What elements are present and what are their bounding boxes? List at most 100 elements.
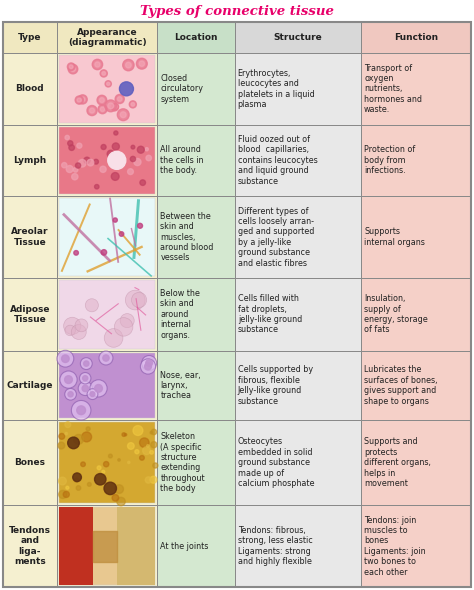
Circle shape bbox=[65, 135, 69, 140]
Text: Adipose
Tissue: Adipose Tissue bbox=[9, 304, 50, 324]
Circle shape bbox=[101, 250, 107, 255]
Circle shape bbox=[66, 166, 73, 172]
Bar bbox=[59, 198, 155, 276]
Bar bbox=[361, 278, 471, 350]
Text: Cells supported by
fibrous, flexible
Jelly-like ground
substance: Cells supported by fibrous, flexible Jel… bbox=[237, 365, 313, 405]
Circle shape bbox=[65, 432, 67, 435]
Circle shape bbox=[100, 70, 107, 77]
Circle shape bbox=[107, 150, 114, 158]
Circle shape bbox=[94, 185, 99, 189]
Bar bbox=[235, 278, 361, 350]
Circle shape bbox=[100, 107, 105, 112]
Circle shape bbox=[150, 451, 154, 454]
Bar bbox=[59, 127, 155, 194]
Bar bbox=[59, 353, 155, 418]
Circle shape bbox=[82, 385, 89, 392]
Bar bbox=[57, 22, 157, 53]
Circle shape bbox=[133, 425, 143, 435]
Circle shape bbox=[59, 434, 64, 440]
Bar bbox=[235, 420, 361, 505]
Bar bbox=[3, 196, 57, 278]
Circle shape bbox=[145, 363, 152, 370]
Text: Lymph: Lymph bbox=[13, 156, 46, 165]
Circle shape bbox=[104, 329, 123, 348]
Circle shape bbox=[102, 71, 106, 76]
Circle shape bbox=[145, 148, 148, 151]
Text: Erythrocytes,
leucocytes and
platelets in a liquid
plasma: Erythrocytes, leucocytes and platelets i… bbox=[237, 68, 314, 109]
Circle shape bbox=[137, 224, 143, 228]
Circle shape bbox=[131, 103, 135, 106]
Circle shape bbox=[114, 317, 133, 336]
Circle shape bbox=[58, 442, 65, 449]
Circle shape bbox=[120, 314, 134, 327]
Bar bbox=[3, 278, 57, 350]
Circle shape bbox=[81, 97, 85, 101]
Circle shape bbox=[150, 431, 153, 434]
Circle shape bbox=[111, 172, 119, 181]
Circle shape bbox=[146, 155, 152, 160]
Circle shape bbox=[111, 104, 118, 111]
Circle shape bbox=[153, 463, 158, 468]
Circle shape bbox=[69, 65, 73, 68]
Circle shape bbox=[75, 319, 88, 332]
Circle shape bbox=[87, 389, 98, 399]
Bar bbox=[3, 124, 57, 196]
Text: Cells filled with
fat droplets,
jelly-like ground
substance: Cells filled with fat droplets, jelly-li… bbox=[237, 294, 302, 335]
Circle shape bbox=[116, 156, 121, 162]
Circle shape bbox=[120, 160, 124, 165]
Circle shape bbox=[71, 67, 75, 71]
Text: Bones: Bones bbox=[14, 458, 46, 467]
Circle shape bbox=[68, 64, 78, 74]
Circle shape bbox=[112, 143, 119, 150]
Text: Closed
circulatory
system: Closed circulatory system bbox=[160, 74, 203, 104]
Circle shape bbox=[113, 218, 118, 222]
Circle shape bbox=[92, 59, 103, 70]
Circle shape bbox=[97, 466, 101, 470]
Circle shape bbox=[72, 401, 91, 420]
Circle shape bbox=[74, 478, 79, 483]
Text: Type: Type bbox=[18, 33, 42, 42]
Circle shape bbox=[118, 458, 120, 461]
Circle shape bbox=[146, 360, 153, 366]
Bar bbox=[361, 196, 471, 278]
Circle shape bbox=[150, 476, 157, 483]
Bar bbox=[57, 350, 157, 420]
Circle shape bbox=[84, 157, 90, 163]
Circle shape bbox=[130, 156, 136, 162]
Bar bbox=[59, 507, 92, 585]
Text: Function: Function bbox=[394, 33, 438, 42]
Bar bbox=[59, 55, 155, 123]
Circle shape bbox=[129, 101, 137, 108]
Text: Different types of
cells loosely arran-
ged and supported
by a jelly-like
ground: Different types of cells loosely arran- … bbox=[237, 206, 314, 267]
Circle shape bbox=[63, 491, 69, 497]
Circle shape bbox=[146, 445, 149, 447]
Circle shape bbox=[122, 433, 126, 437]
Circle shape bbox=[128, 169, 133, 175]
Bar bbox=[57, 53, 157, 124]
Circle shape bbox=[65, 325, 75, 336]
Circle shape bbox=[77, 143, 82, 148]
Text: Tendons
and
liga-
ments: Tendons and liga- ments bbox=[9, 526, 51, 566]
Circle shape bbox=[82, 376, 88, 381]
Text: Protection of
body from
infections.: Protection of body from infections. bbox=[364, 146, 415, 175]
Circle shape bbox=[73, 434, 83, 444]
Circle shape bbox=[86, 427, 90, 431]
Text: Fluid oozed out of
blood  capillaries,
contains leucocytes
and liquid ground
sub: Fluid oozed out of blood capillaries, co… bbox=[237, 135, 318, 186]
Circle shape bbox=[62, 355, 69, 362]
Circle shape bbox=[60, 371, 77, 388]
Text: Transport of
oxygen
nutrients,
hormones and
waste.: Transport of oxygen nutrients, hormones … bbox=[364, 64, 422, 114]
Circle shape bbox=[137, 58, 147, 69]
Circle shape bbox=[78, 381, 92, 395]
Text: Tendons: join
muscles to
bones
Ligaments: join
two bones to
each other: Tendons: join muscles to bones Ligaments… bbox=[364, 516, 426, 576]
Bar bbox=[361, 124, 471, 196]
Circle shape bbox=[95, 385, 102, 392]
Text: Nose, ear,
larynx,
trachea: Nose, ear, larynx, trachea bbox=[160, 371, 201, 401]
Circle shape bbox=[139, 61, 145, 67]
Circle shape bbox=[90, 392, 95, 396]
Circle shape bbox=[90, 380, 107, 397]
Circle shape bbox=[128, 461, 130, 464]
Circle shape bbox=[135, 450, 139, 454]
Circle shape bbox=[125, 434, 127, 436]
Bar bbox=[3, 505, 57, 587]
Text: Lubricates the
surfaces of bones,
gives support and
shape to organs: Lubricates the surfaces of bones, gives … bbox=[364, 365, 438, 405]
